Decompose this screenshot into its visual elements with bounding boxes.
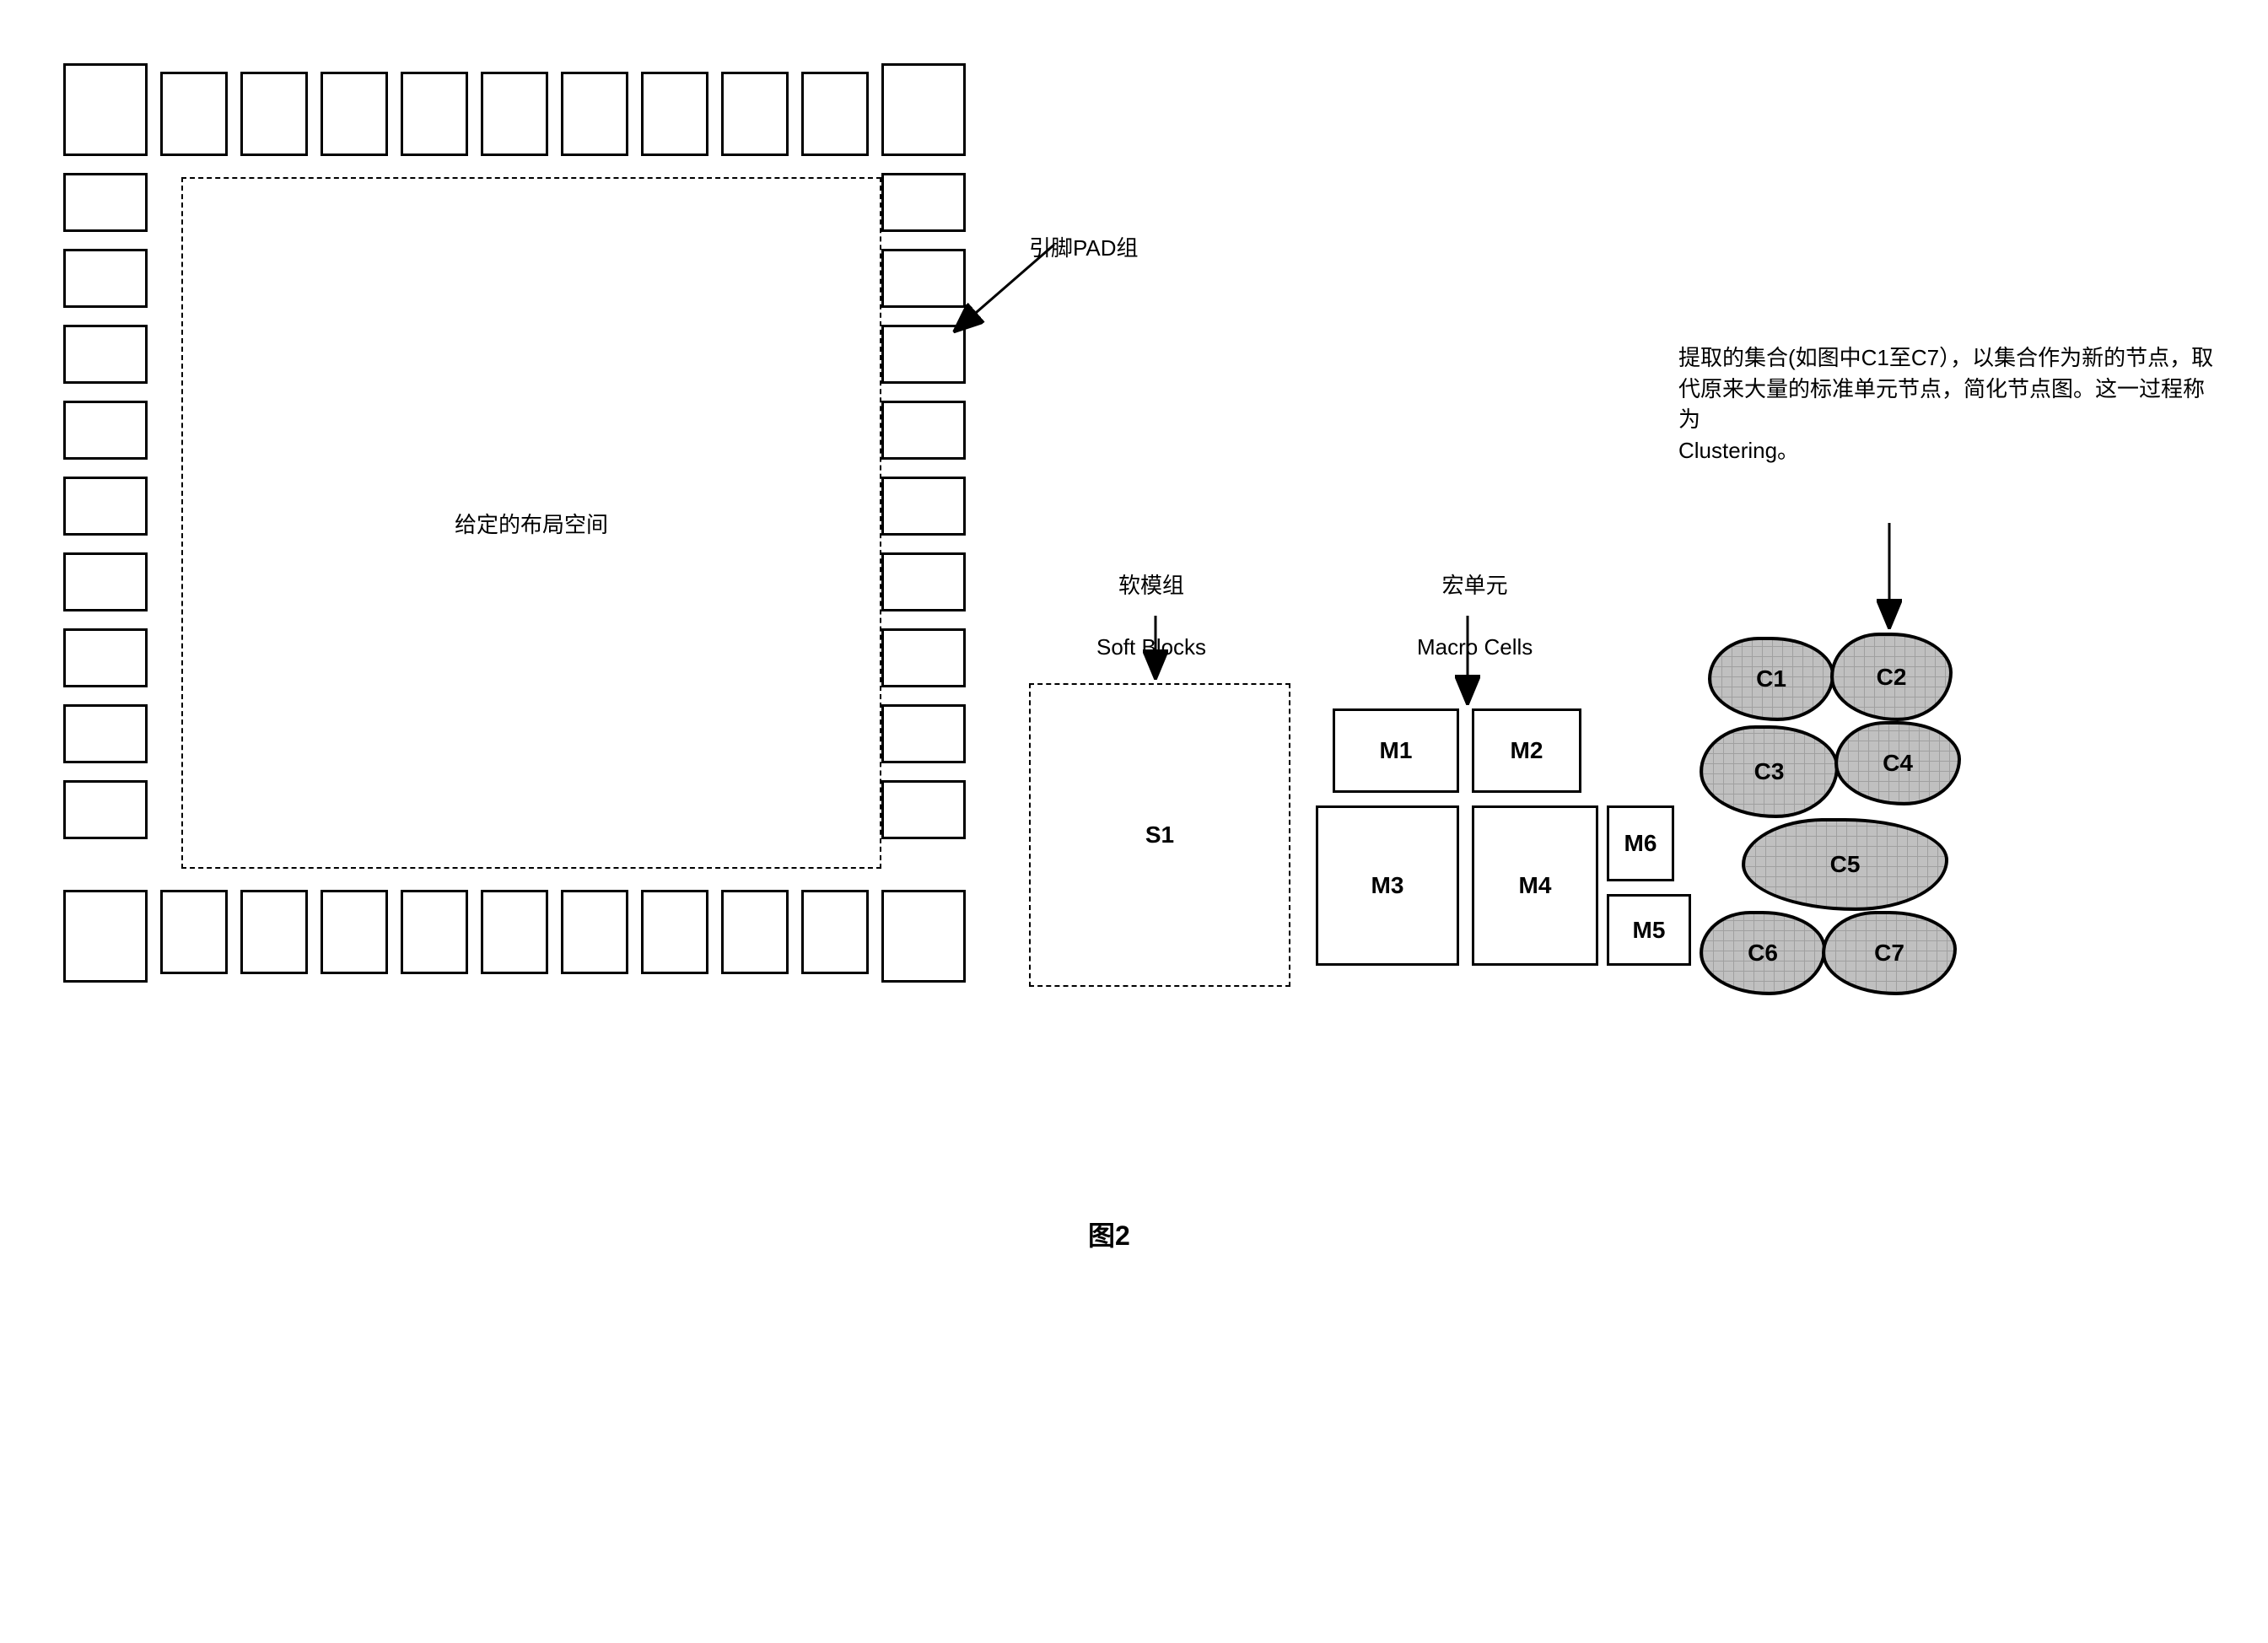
pad-right-2 bbox=[881, 325, 966, 384]
pad-right-3 bbox=[881, 401, 966, 460]
macro-cell-m2: M2 bbox=[1472, 708, 1581, 793]
pad-bottom-10 bbox=[881, 890, 966, 983]
macro-cell-m4: M4 bbox=[1472, 805, 1598, 966]
pad-left-8 bbox=[63, 780, 148, 839]
pad-right-5 bbox=[881, 552, 966, 611]
label-pad-group: 引脚PAD组 bbox=[1029, 202, 1139, 264]
pad-top-9 bbox=[801, 72, 869, 156]
macro-cell-m5: M5 bbox=[1607, 894, 1691, 966]
pad-bottom-6 bbox=[561, 890, 628, 974]
pad-right-7 bbox=[881, 704, 966, 763]
pad-bottom-8 bbox=[721, 890, 789, 974]
cluster-c6: C6 bbox=[1700, 911, 1826, 995]
pad-bottom-0 bbox=[63, 890, 148, 983]
pad-top-10 bbox=[881, 63, 966, 156]
pad-left-7 bbox=[63, 704, 148, 763]
pad-left-0 bbox=[63, 173, 148, 232]
cluster-c3: C3 bbox=[1700, 725, 1839, 818]
macro-cell-m6: M6 bbox=[1607, 805, 1674, 881]
pad-bottom-3 bbox=[321, 890, 388, 974]
pad-top-0 bbox=[63, 63, 148, 156]
pad-top-1 bbox=[160, 72, 228, 156]
pad-top-4 bbox=[401, 72, 468, 156]
macro-cell-m3: M3 bbox=[1316, 805, 1459, 966]
pad-right-6 bbox=[881, 628, 966, 687]
soft-block-s1: S1 bbox=[1029, 683, 1290, 987]
soft-block-label: S1 bbox=[1145, 822, 1174, 848]
figure-label: 图2 bbox=[1088, 1215, 1130, 1253]
diagram-root: 给定的布局空间 S1 M1M2M3M4M6 M5 C1C2C3C4 C5C6C7 引… bbox=[34, 34, 2227, 1383]
pad-bottom-4 bbox=[401, 890, 468, 974]
label-macro-cells: 宏单元 Macro Cells bbox=[1417, 540, 1533, 663]
label-clustering-desc: 提取的集合(如图中C1至C7），以集合作为新的节点，取代原来大量的标准单元节点，… bbox=[1678, 312, 2218, 466]
cluster-c1: C1 bbox=[1708, 637, 1834, 721]
pad-top-7 bbox=[641, 72, 708, 156]
pad-bottom-7 bbox=[641, 890, 708, 974]
pad-bottom-1 bbox=[160, 890, 228, 974]
label-soft-blocks: 软模组 Soft Blocks bbox=[1096, 540, 1206, 663]
cluster-c7: C7 bbox=[1822, 911, 1957, 995]
pad-bottom-2 bbox=[240, 890, 308, 974]
pad-top-8 bbox=[721, 72, 789, 156]
pad-left-2 bbox=[63, 325, 148, 384]
pad-left-6 bbox=[63, 628, 148, 687]
layout-space-label: 给定的布局空间 bbox=[455, 508, 608, 539]
pad-right-8 bbox=[881, 780, 966, 839]
pad-left-4 bbox=[63, 477, 148, 536]
pad-left-1 bbox=[63, 249, 148, 308]
pad-left-5 bbox=[63, 552, 148, 611]
cluster-c5: C5 bbox=[1742, 818, 1948, 911]
pad-bottom-9 bbox=[801, 890, 869, 974]
pad-left-3 bbox=[63, 401, 148, 460]
pad-right-4 bbox=[881, 477, 966, 536]
cluster-c2: C2 bbox=[1830, 633, 1953, 721]
pad-top-3 bbox=[321, 72, 388, 156]
pad-right-1 bbox=[881, 249, 966, 308]
pad-bottom-5 bbox=[481, 890, 548, 974]
pad-right-0 bbox=[881, 173, 966, 232]
pad-top-6 bbox=[561, 72, 628, 156]
layout-space: 给定的布局空间 bbox=[181, 177, 881, 869]
macro-cell-m1: M1 bbox=[1333, 708, 1459, 793]
cluster-c4: C4 bbox=[1834, 721, 1961, 805]
pad-top-2 bbox=[240, 72, 308, 156]
pad-top-5 bbox=[481, 72, 548, 156]
